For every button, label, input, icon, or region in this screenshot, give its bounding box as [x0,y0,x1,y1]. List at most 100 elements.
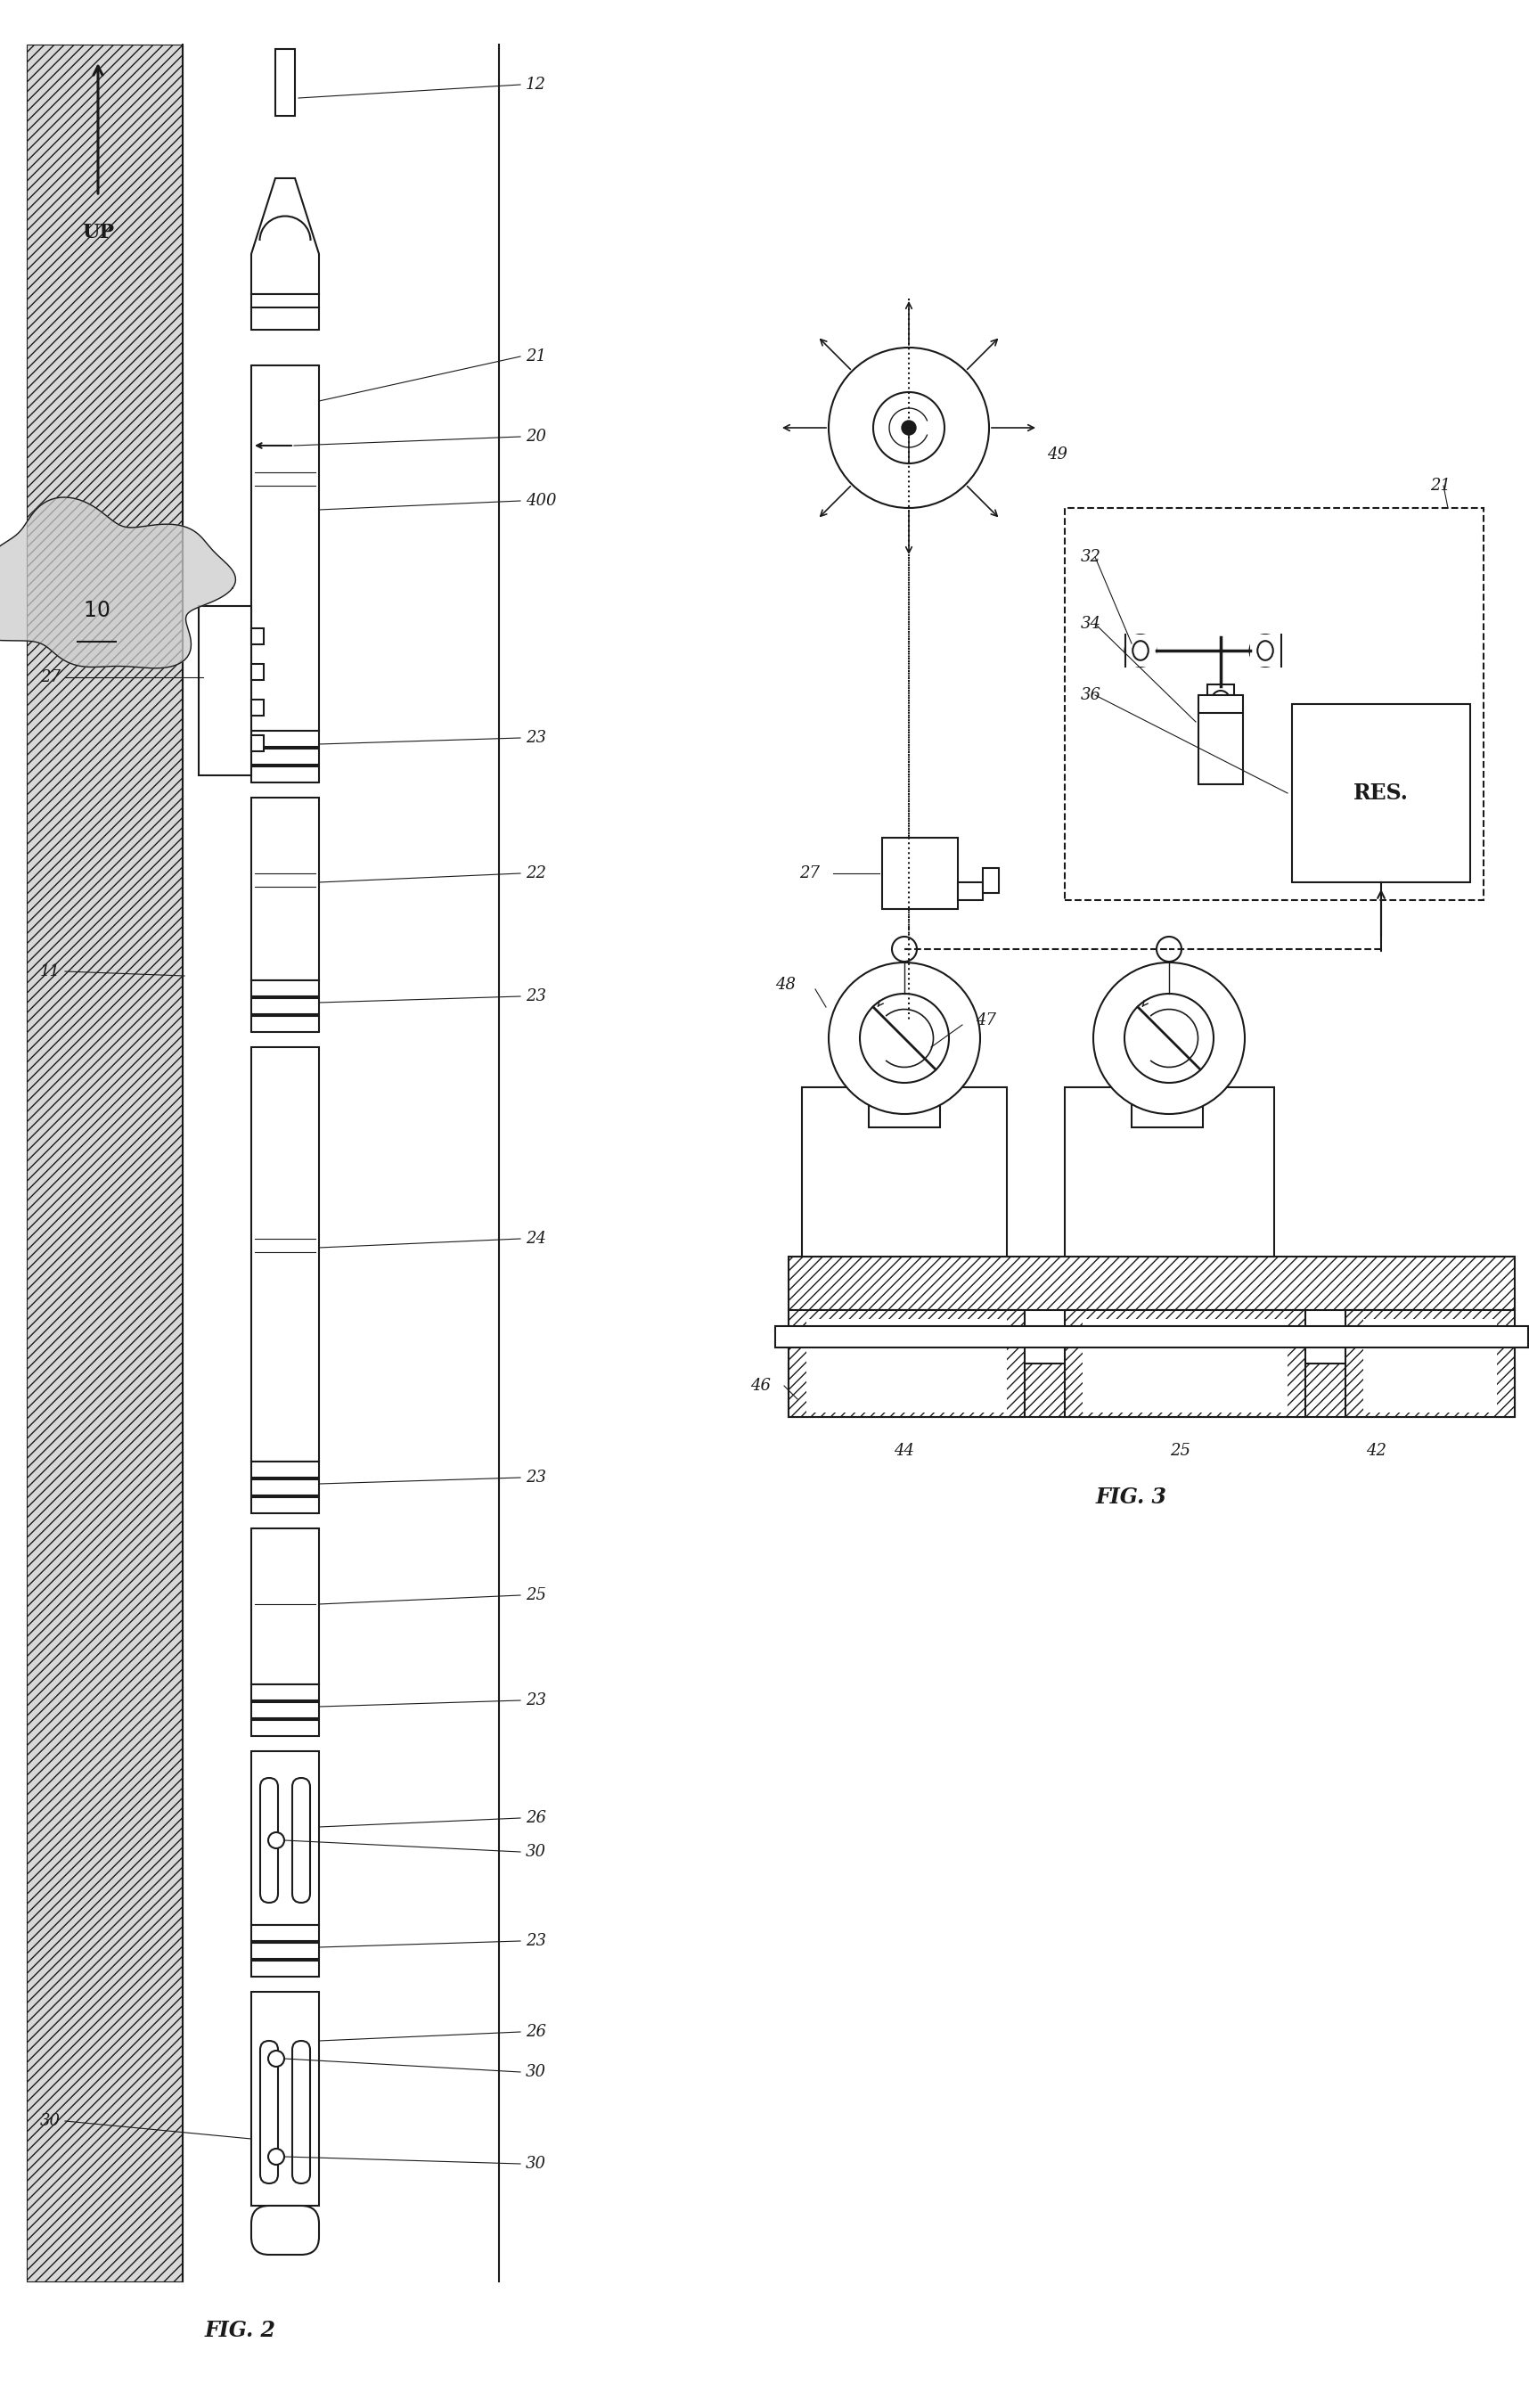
Text: 20: 20 [526,429,546,445]
Bar [251,1498,320,1512]
Circle shape [1093,963,1245,1115]
Text: 44: 44 [894,1442,914,1459]
Bar [251,797,320,980]
Circle shape [829,963,980,1115]
Bar [882,838,957,908]
Text: 36: 36 [1081,686,1101,703]
Text: 400: 400 [526,494,557,508]
Bar [806,1320,1008,1413]
Bar [251,701,263,715]
Circle shape [268,2052,284,2066]
Circle shape [902,421,916,436]
FancyBboxPatch shape [251,2206,320,2254]
Bar [251,1016,320,1033]
FancyBboxPatch shape [260,1777,278,1902]
Circle shape [829,347,989,508]
Circle shape [859,995,950,1084]
Text: UP: UP [83,224,115,243]
Circle shape [891,937,917,961]
Text: 23: 23 [526,987,546,1004]
Bar [251,1462,320,1479]
Bar [1346,1310,1515,1416]
Circle shape [1212,691,1229,708]
Text: 32: 32 [1081,549,1101,566]
Text: 30: 30 [526,1845,546,1859]
Bar [251,730,320,746]
Polygon shape [251,178,320,294]
Text: 26: 26 [526,2023,546,2040]
Text: 21: 21 [526,349,546,364]
Bar [1199,696,1243,785]
Bar [1064,508,1483,901]
Ellipse shape [1125,636,1156,667]
Bar [251,1960,320,1977]
Text: 48: 48 [775,978,795,992]
Text: 27: 27 [40,669,61,686]
Text: 23: 23 [526,1934,546,1948]
Ellipse shape [1249,636,1281,667]
Polygon shape [0,498,235,667]
Bar [801,1088,1008,1257]
Text: 11: 11 [40,963,61,980]
Bar [251,1683,320,1700]
Bar [251,1047,320,1462]
Text: 42: 42 [1367,1442,1387,1459]
Bar [983,867,998,893]
Bar [1064,1088,1274,1257]
Bar [775,1327,1527,1348]
Text: 34: 34 [1081,616,1101,631]
Text: 22: 22 [526,864,546,881]
Bar [1083,1320,1287,1413]
Text: 26: 26 [526,1811,546,1825]
Text: 30: 30 [40,2112,61,2129]
Bar [199,607,251,775]
Bar [1125,636,1156,667]
Bar [1131,1088,1203,1127]
Bar [251,749,320,766]
Bar [26,46,182,2280]
Bar [275,48,295,116]
Bar [251,1529,320,1683]
Bar [789,1257,1515,1310]
Text: 23: 23 [526,1469,546,1486]
Text: 25: 25 [1170,1442,1191,1459]
Bar [1064,1310,1306,1416]
Circle shape [268,2148,284,2165]
Bar [251,294,320,330]
Circle shape [1124,995,1214,1084]
Text: 21: 21 [1430,477,1451,494]
Ellipse shape [1257,641,1274,660]
Text: 27: 27 [800,864,820,881]
Text: 30: 30 [526,2155,546,2172]
Bar [251,734,263,751]
Text: FIG. 2: FIG. 2 [205,2319,277,2341]
Circle shape [1156,937,1182,961]
Text: 47: 47 [976,1011,997,1028]
Ellipse shape [1133,641,1148,660]
Text: 23: 23 [526,730,546,746]
Text: RES.: RES. [1353,783,1408,804]
Bar [251,1479,320,1495]
Bar [789,1363,1515,1416]
Text: 23: 23 [526,1693,546,1707]
Bar [251,628,263,645]
Text: 49: 49 [1047,445,1067,462]
Bar [251,366,320,730]
Text: 30: 30 [526,2064,546,2081]
FancyBboxPatch shape [292,1777,310,1902]
Text: FIG. 3: FIG. 3 [1096,1486,1167,1507]
Bar [251,1751,320,1924]
Circle shape [268,1832,284,1849]
Bar [1208,684,1234,696]
Bar [957,881,983,901]
Text: 25: 25 [526,1587,546,1604]
Bar [251,665,263,679]
Bar [251,1991,320,2206]
Bar [251,1924,320,1941]
Bar [251,980,320,997]
Bar [251,1702,320,1719]
FancyBboxPatch shape [260,2042,278,2184]
Text: 24: 24 [526,1230,546,1247]
Bar [789,1310,1024,1416]
FancyBboxPatch shape [292,2042,310,2184]
